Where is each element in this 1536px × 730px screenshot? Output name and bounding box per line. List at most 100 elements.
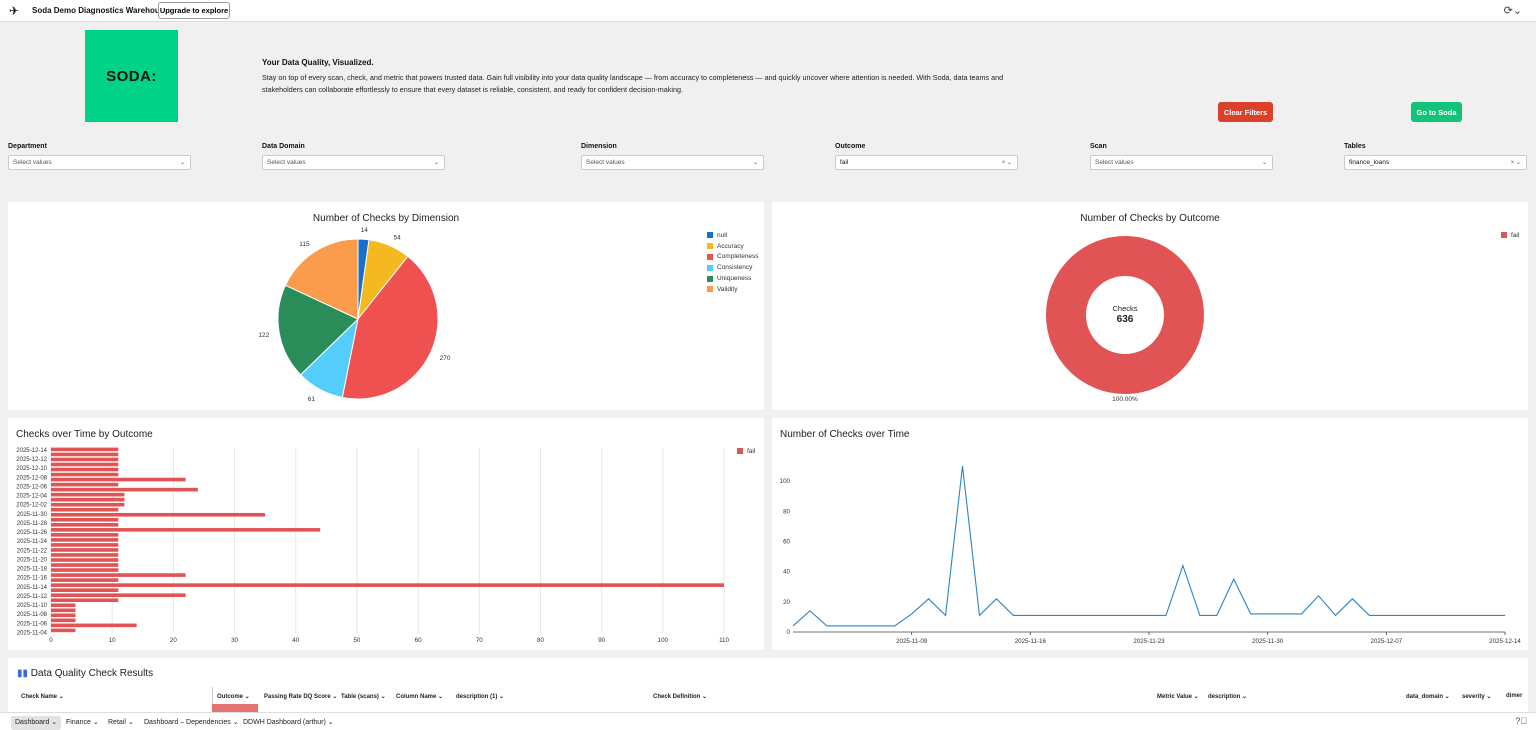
y-tick-label: 2025-11-06 (17, 621, 48, 627)
tab-label: Retail (108, 719, 126, 726)
bar[interactable] (51, 487, 198, 492)
legend-item[interactable]: fail (737, 446, 755, 457)
y-tick-label: 2025-12-06 (16, 484, 47, 490)
bar[interactable] (51, 588, 119, 592)
bar[interactable] (51, 517, 119, 522)
bar[interactable] (51, 618, 76, 623)
tab-retail[interactable]: Retail ⌄ (108, 719, 134, 726)
legend-item[interactable]: Consistency (707, 262, 759, 273)
filter-label: Department (8, 143, 47, 150)
bar[interactable] (51, 598, 119, 603)
upgrade-button[interactable]: Upgrade to explore (158, 2, 230, 19)
column-header[interactable]: data_domain ⌄ (1406, 694, 1450, 700)
tables-select[interactable]: finance_loans × ⌄ (1344, 155, 1527, 170)
bar[interactable] (51, 553, 119, 557)
bar[interactable] (51, 533, 119, 537)
bar[interactable] (51, 462, 119, 467)
bar[interactable] (51, 563, 119, 567)
bar[interactable] (51, 477, 186, 482)
bar[interactable] (51, 457, 119, 462)
bar[interactable] (51, 628, 76, 633)
bar[interactable] (51, 593, 186, 598)
legend-item[interactable]: Uniqueness (707, 273, 759, 284)
column-header[interactable]: dimer (1506, 693, 1522, 699)
y-tick-label: 60 (783, 538, 790, 545)
bar[interactable] (51, 578, 119, 582)
bar[interactable] (51, 558, 119, 562)
bar[interactable] (51, 573, 186, 577)
y-tick-label: 2025-12-04 (16, 494, 47, 500)
bar[interactable] (51, 497, 125, 502)
column-header-label: Passing Rate DQ Score (264, 694, 331, 700)
bar[interactable] (51, 492, 125, 497)
go-to-soda-button[interactable]: Go to Soda (1411, 102, 1462, 122)
clear-chevron-icon[interactable]: × ⌄ (1001, 160, 1012, 166)
legend-swatch (707, 253, 713, 260)
chart-title: Number of Checks by Dimension (312, 213, 460, 224)
refresh-icon[interactable]: ⟳⌄ (1503, 5, 1522, 17)
tab-dashboard[interactable]: Dashboard ⌄ (11, 716, 62, 730)
help-icon[interactable]: ?⃝ (1515, 716, 1527, 726)
bar[interactable] (51, 583, 724, 587)
dimension-select[interactable]: Select values ⌄ (581, 155, 764, 170)
column-header[interactable]: Passing Rate DQ Score ⌄ (264, 694, 338, 700)
column-header[interactable]: Outcome ⌄ (217, 694, 250, 700)
donut-legend: fail (1501, 230, 1519, 241)
bar[interactable] (51, 523, 119, 527)
bar[interactable] (51, 482, 119, 487)
checks-line[interactable] (792, 465, 1505, 627)
bar[interactable] (51, 472, 119, 477)
bar[interactable] (51, 507, 119, 512)
column-header[interactable]: description ⌄ (1208, 694, 1248, 700)
bar[interactable] (51, 538, 119, 542)
bar[interactable] (51, 447, 119, 452)
bar[interactable] (51, 467, 119, 472)
legend-item[interactable]: Validity (707, 284, 759, 295)
column-header[interactable]: severity ⌄ (1462, 694, 1492, 700)
pie-slice-validity[interactable] (284, 238, 359, 320)
clear-chevron-icon[interactable]: × ⌄ (1510, 160, 1521, 166)
bar[interactable] (51, 452, 119, 457)
column-header[interactable]: Table (scans) ⌄ (341, 694, 386, 700)
column-header[interactable]: Check Definition ⌄ (653, 694, 708, 700)
y-tick-label: 2025-11-20 (17, 557, 48, 563)
legend-item[interactable]: fail (1501, 230, 1519, 241)
bar[interactable] (51, 603, 76, 608)
bar[interactable] (51, 623, 137, 628)
column-header[interactable]: Column Name ⌄ (396, 694, 444, 700)
legend-label: Validity (717, 285, 738, 293)
clear-filters-button[interactable]: Clear Filters (1218, 102, 1273, 122)
pie-slice-label: 54 (393, 234, 401, 241)
app-logo-icon[interactable]: ✈ (9, 4, 20, 18)
tab-finance[interactable]: Finance ⌄ (66, 719, 99, 726)
bar[interactable] (51, 568, 119, 572)
bar[interactable] (51, 528, 321, 532)
scan-select[interactable]: Select values ⌄ (1090, 155, 1273, 170)
legend-item[interactable]: Completeness (707, 252, 759, 263)
data-domain-select[interactable]: Select values ⌄ (262, 155, 445, 170)
workspace-selector[interactable]: Soda Demo Diagnostics Warehouse⌄ (32, 6, 179, 15)
tab-ddwh-dashboard[interactable]: DDWH Dashboard (arthur) ⌄ (243, 719, 334, 726)
bar[interactable] (51, 543, 119, 547)
column-header[interactable]: Check Name ⌄ (21, 694, 64, 700)
donut-slice-fail[interactable] (1046, 236, 1204, 394)
x-tick-label: 2025-12-07 (1371, 638, 1403, 645)
department-select[interactable]: Select values ⌄ (8, 155, 191, 170)
outcome-select[interactable]: fail × ⌄ (835, 155, 1018, 170)
bar[interactable] (51, 512, 266, 517)
bar[interactable] (51, 502, 125, 507)
column-header[interactable]: description (1) ⌄ (456, 694, 505, 700)
column-header[interactable]: Metric Value ⌄ (1157, 694, 1199, 700)
pie-slice-label: 14 (361, 227, 369, 234)
bar[interactable] (51, 613, 76, 618)
legend-item[interactable]: null (707, 230, 759, 241)
pie-slice-completeness[interactable] (341, 255, 439, 400)
bar[interactable] (51, 608, 76, 613)
tab-dashboard-dependencies[interactable]: Dashboard – Dependencies ⌄ (144, 719, 239, 726)
y-tick-label: 2025-12-02 (16, 503, 47, 509)
x-tick-label: 30 (231, 637, 238, 644)
bar[interactable] (51, 548, 119, 552)
legend-item[interactable]: Accuracy (707, 241, 759, 252)
pie-slice-uniqueness[interactable] (277, 284, 359, 376)
chevron-down-icon: ⌄ (752, 160, 758, 166)
